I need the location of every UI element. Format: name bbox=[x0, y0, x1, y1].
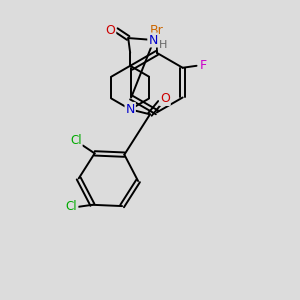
Text: O: O bbox=[160, 92, 170, 105]
Text: F: F bbox=[200, 59, 207, 72]
Text: O: O bbox=[105, 24, 115, 37]
Text: H: H bbox=[159, 40, 167, 50]
Text: N: N bbox=[148, 34, 158, 46]
Text: Cl: Cl bbox=[66, 200, 77, 213]
Text: Cl: Cl bbox=[70, 134, 82, 147]
Text: Br: Br bbox=[150, 24, 164, 37]
Text: N: N bbox=[125, 103, 135, 116]
